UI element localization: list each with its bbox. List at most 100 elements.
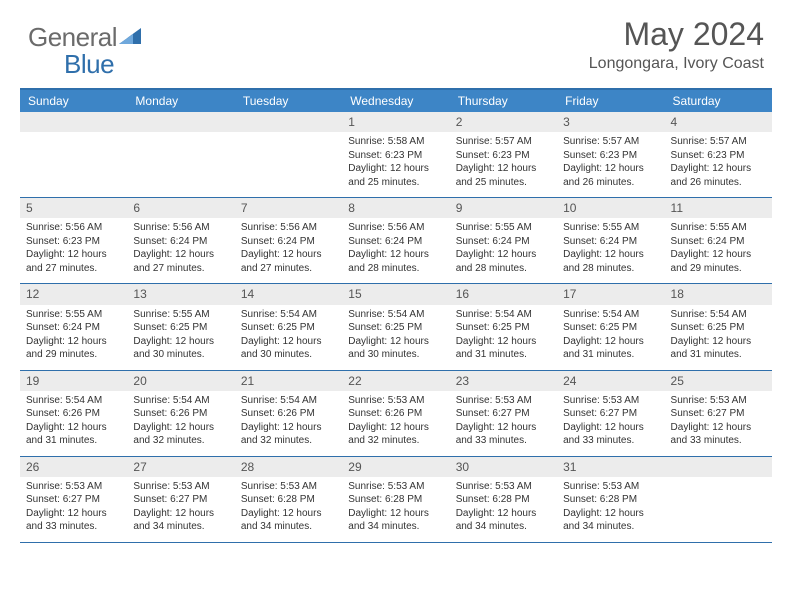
day-body: Sunrise: 5:54 AMSunset: 6:26 PMDaylight:… [20,391,127,456]
day-cell: 2Sunrise: 5:57 AMSunset: 6:23 PMDaylight… [450,112,557,197]
sunrise-line: Sunrise: 5:54 AM [348,308,443,322]
sunset-line: Sunset: 6:27 PM [26,493,121,507]
day-number: 25 [665,371,772,391]
daylight-line: Daylight: 12 hours and 28 minutes. [348,248,443,275]
sunset-line: Sunset: 6:26 PM [241,407,336,421]
day-body: Sunrise: 5:57 AMSunset: 6:23 PMDaylight:… [557,132,664,197]
day-cell [20,112,127,197]
daylight-line: Daylight: 12 hours and 33 minutes. [671,421,766,448]
day-cell: 7Sunrise: 5:56 AMSunset: 6:24 PMDaylight… [235,198,342,283]
day-cell: 24Sunrise: 5:53 AMSunset: 6:27 PMDayligh… [557,371,664,456]
title-block: May 2024 Longongara, Ivory Coast [589,16,764,73]
day-cell: 16Sunrise: 5:54 AMSunset: 6:25 PMDayligh… [450,284,557,369]
day-number: 31 [557,457,664,477]
sunset-line: Sunset: 6:24 PM [241,235,336,249]
sunrise-line: Sunrise: 5:53 AM [348,480,443,494]
day-body: Sunrise: 5:54 AMSunset: 6:25 PMDaylight:… [450,305,557,370]
daylight-line: Daylight: 12 hours and 33 minutes. [563,421,658,448]
week-row: 12Sunrise: 5:55 AMSunset: 6:24 PMDayligh… [20,284,772,370]
day-cell: 23Sunrise: 5:53 AMSunset: 6:27 PMDayligh… [450,371,557,456]
day-body: Sunrise: 5:57 AMSunset: 6:23 PMDaylight:… [450,132,557,197]
day-number [235,112,342,132]
location-text: Longongara, Ivory Coast [589,55,764,73]
day-body: Sunrise: 5:56 AMSunset: 6:24 PMDaylight:… [127,218,234,283]
day-cell: 22Sunrise: 5:53 AMSunset: 6:26 PMDayligh… [342,371,449,456]
day-number: 28 [235,457,342,477]
day-number [20,112,127,132]
day-body: Sunrise: 5:55 AMSunset: 6:24 PMDaylight:… [665,218,772,283]
day-cell: 6Sunrise: 5:56 AMSunset: 6:24 PMDaylight… [127,198,234,283]
day-number: 12 [20,284,127,304]
sunrise-line: Sunrise: 5:54 AM [671,308,766,322]
week-row: 26Sunrise: 5:53 AMSunset: 6:27 PMDayligh… [20,457,772,543]
daylight-line: Daylight: 12 hours and 34 minutes. [563,507,658,534]
day-number: 16 [450,284,557,304]
day-body: Sunrise: 5:53 AMSunset: 6:27 PMDaylight:… [20,477,127,542]
sunset-line: Sunset: 6:25 PM [241,321,336,335]
day-cell: 30Sunrise: 5:53 AMSunset: 6:28 PMDayligh… [450,457,557,542]
daylight-line: Daylight: 12 hours and 31 minutes. [671,335,766,362]
daylight-line: Daylight: 12 hours and 25 minutes. [348,162,443,189]
sunrise-line: Sunrise: 5:54 AM [133,394,228,408]
day-cell: 21Sunrise: 5:54 AMSunset: 6:26 PMDayligh… [235,371,342,456]
brand-logo: GeneralBlue [28,22,141,86]
day-number: 22 [342,371,449,391]
day-cell: 12Sunrise: 5:55 AMSunset: 6:24 PMDayligh… [20,284,127,369]
day-number: 8 [342,198,449,218]
sunset-line: Sunset: 6:23 PM [26,235,121,249]
daylight-line: Daylight: 12 hours and 27 minutes. [133,248,228,275]
day-cell: 3Sunrise: 5:57 AMSunset: 6:23 PMDaylight… [557,112,664,197]
day-header-cell: Sunday [20,90,127,112]
day-number: 6 [127,198,234,218]
daylight-line: Daylight: 12 hours and 33 minutes. [456,421,551,448]
sunset-line: Sunset: 6:24 PM [348,235,443,249]
day-header-cell: Wednesday [342,90,449,112]
sunrise-line: Sunrise: 5:53 AM [348,394,443,408]
day-number: 26 [20,457,127,477]
day-cell [235,112,342,197]
sunset-line: Sunset: 6:27 PM [456,407,551,421]
day-number: 4 [665,112,772,132]
day-body: Sunrise: 5:54 AMSunset: 6:26 PMDaylight:… [235,391,342,456]
day-number: 19 [20,371,127,391]
brand-part1: General [28,22,117,52]
sunrise-line: Sunrise: 5:55 AM [456,221,551,235]
day-body: Sunrise: 5:53 AMSunset: 6:27 PMDaylight:… [450,391,557,456]
day-number: 3 [557,112,664,132]
sunset-line: Sunset: 6:28 PM [348,493,443,507]
daylight-line: Daylight: 12 hours and 30 minutes. [133,335,228,362]
day-number: 27 [127,457,234,477]
sunrise-line: Sunrise: 5:55 AM [26,308,121,322]
sunrise-line: Sunrise: 5:54 AM [26,394,121,408]
day-cell: 1Sunrise: 5:58 AMSunset: 6:23 PMDaylight… [342,112,449,197]
day-body: Sunrise: 5:53 AMSunset: 6:28 PMDaylight:… [450,477,557,542]
day-number [127,112,234,132]
day-cell [127,112,234,197]
day-number: 13 [127,284,234,304]
day-number: 23 [450,371,557,391]
sunset-line: Sunset: 6:25 PM [671,321,766,335]
day-cell: 5Sunrise: 5:56 AMSunset: 6:23 PMDaylight… [20,198,127,283]
sunrise-line: Sunrise: 5:53 AM [563,394,658,408]
sunrise-line: Sunrise: 5:55 AM [133,308,228,322]
weeks-container: 1Sunrise: 5:58 AMSunset: 6:23 PMDaylight… [20,112,772,543]
sunset-line: Sunset: 6:24 PM [133,235,228,249]
day-number: 2 [450,112,557,132]
daylight-line: Daylight: 12 hours and 28 minutes. [456,248,551,275]
day-number: 1 [342,112,449,132]
day-body: Sunrise: 5:53 AMSunset: 6:27 PMDaylight:… [665,391,772,456]
sunset-line: Sunset: 6:24 PM [26,321,121,335]
day-number: 11 [665,198,772,218]
day-cell: 19Sunrise: 5:54 AMSunset: 6:26 PMDayligh… [20,371,127,456]
day-cell: 17Sunrise: 5:54 AMSunset: 6:25 PMDayligh… [557,284,664,369]
sunrise-line: Sunrise: 5:56 AM [133,221,228,235]
day-header-cell: Saturday [665,90,772,112]
month-title: May 2024 [589,16,764,53]
day-body: Sunrise: 5:55 AMSunset: 6:24 PMDaylight:… [557,218,664,283]
day-body: Sunrise: 5:53 AMSunset: 6:28 PMDaylight:… [342,477,449,542]
day-body: Sunrise: 5:56 AMSunset: 6:24 PMDaylight:… [342,218,449,283]
day-number: 21 [235,371,342,391]
sunrise-line: Sunrise: 5:53 AM [456,480,551,494]
sunset-line: Sunset: 6:26 PM [348,407,443,421]
daylight-line: Daylight: 12 hours and 32 minutes. [241,421,336,448]
